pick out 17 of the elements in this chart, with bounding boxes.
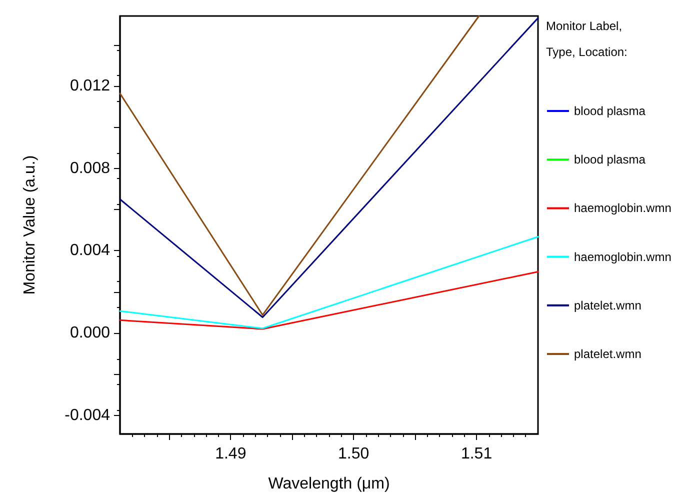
y-tick-label: 0.004 — [70, 242, 110, 260]
x-tick-label: 1.50 — [338, 446, 370, 462]
x-tick-label: 1.49 — [215, 446, 246, 462]
legend-title: Monitor Label, Type, Location: — [546, 19, 628, 59]
y-axis-title: Monitor Value (a.u.) — [22, 155, 38, 295]
x-axis-title: Wavelength (μm) — [268, 476, 390, 492]
legend-label: blood plasma — [574, 104, 646, 118]
legend-label: platelet.wmn — [574, 347, 642, 361]
y-tick-label: 0.008 — [70, 160, 110, 177]
y-tick-label: 0.000 — [70, 324, 110, 342]
legend-label: blood plasma — [574, 152, 646, 167]
legend-label: platelet.wmn — [574, 298, 642, 312]
y-tick-label: 0.012 — [70, 78, 110, 95]
legend-label: haemoglobin.wmn — [574, 201, 672, 216]
legend-label: haemoglobin.wmn — [574, 250, 672, 264]
x-tick-label: 1.51 — [460, 446, 492, 462]
y-tick-label: -0.004 — [64, 406, 110, 424]
